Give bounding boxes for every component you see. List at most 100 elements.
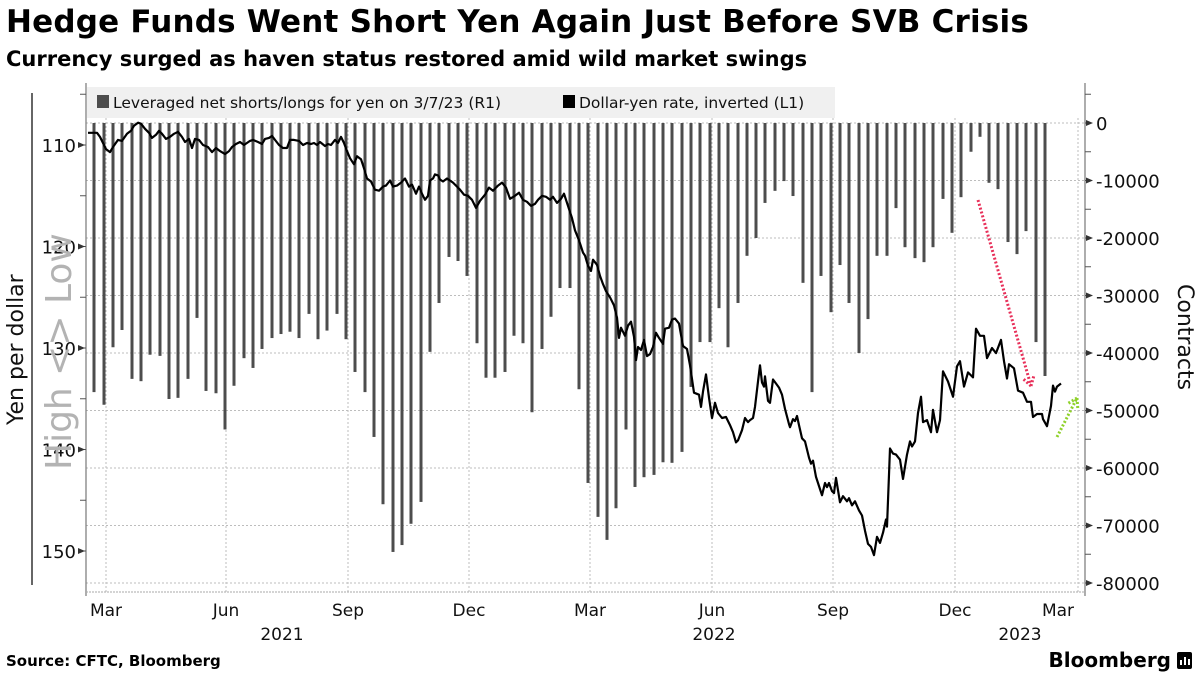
bar [773,123,777,191]
brand-logo: Bloomberg [1049,648,1192,672]
bar [307,123,311,314]
bar [969,123,973,152]
bar [1006,123,1010,243]
right-axis-label: Contracts [1172,284,1197,390]
chart-subtitle: Currency surged as haven status restored… [6,47,808,71]
bar [251,123,255,368]
bar [419,123,423,502]
bar [829,123,833,313]
bar [689,123,693,387]
bar [903,123,907,248]
left-tick-marker [78,345,85,351]
bar [176,123,180,398]
bar [922,123,926,263]
bar [353,123,357,372]
bar [633,123,637,487]
left-tick-label: 130 [42,339,76,360]
right-tick-marker [1086,235,1093,241]
bar [978,123,982,137]
right-tick-marker [1086,407,1093,414]
bar [661,123,665,463]
arrow-shaft [976,199,1033,387]
bar [931,123,935,248]
bar [363,123,367,393]
right-tick-label: -50000 [1096,402,1160,423]
right-tick-label: -60000 [1096,459,1160,480]
bar [605,123,609,540]
x-year-label: 2023 [998,625,1041,645]
left-tick-label: 110 [42,136,76,157]
arrow-head [1066,396,1078,406]
arrow-head [1075,397,1080,410]
x-year-label: 2022 [692,625,735,645]
arrow-head [1029,375,1036,387]
grid-lines [86,118,1085,592]
bar [568,123,572,289]
bar [465,123,469,276]
bar [801,123,805,283]
bar [857,123,861,353]
bar [521,123,525,344]
bar [698,123,702,343]
bar [400,123,404,546]
legend-swatch-bars [97,95,109,108]
bar [791,123,795,197]
x-month-label: Mar [1042,601,1074,621]
right-tick-marker [1086,120,1093,126]
x-month-label: Sep [817,601,849,621]
x-month-label: Jun [698,601,726,621]
yen-line-series [88,121,1062,557]
bar [456,123,460,261]
arrow-shaft [1055,397,1079,438]
bar [335,123,339,314]
right-tick-marker [1086,292,1093,299]
chart-title: Hedge Funds Went Short Yen Again Just Be… [6,4,1029,40]
x-month-label: Jun [212,601,240,621]
arrow-head [1021,377,1033,388]
right-tick-label: -30000 [1096,287,1160,308]
bar [624,123,628,430]
right-tick-label: -10000 [1096,172,1160,193]
bar [782,123,786,182]
bar [577,123,581,390]
right-tick-label: 0 [1096,114,1107,135]
bar [447,123,451,257]
bar [111,123,115,348]
annotation-arrows [976,199,1080,438]
bar [558,123,562,289]
bar [120,123,124,330]
bar [437,123,441,303]
bar [288,123,292,332]
left-tick-marker [78,548,85,554]
x-month-label: Mar [574,601,606,621]
bar [894,123,898,209]
bar [847,123,851,303]
bar [92,123,96,393]
bar [344,123,348,340]
legend-label-bars: Leveraged net shorts/longs for yen on 3/… [113,94,501,112]
bar [130,123,134,379]
left-tick-label: 140 [42,441,76,462]
bar [381,123,385,505]
brand-name: Bloomberg [1048,648,1171,672]
bar [596,123,600,517]
right-tick-marker [1086,465,1093,471]
left-axis-watermark: High <> Low [39,233,80,470]
bar [708,123,712,343]
bar [325,123,329,331]
bar [810,123,814,393]
bar [270,123,274,339]
bar [1034,123,1038,343]
right-tick-marker [1086,580,1093,586]
bar [736,123,740,303]
bar [167,123,171,399]
bar [549,123,553,317]
bar [391,123,395,552]
bar [717,123,721,309]
bar [530,123,534,413]
x-year-label: 2021 [260,625,303,645]
bar [950,123,954,233]
bar [1015,123,1019,255]
bar [242,123,246,359]
bar [885,123,889,256]
